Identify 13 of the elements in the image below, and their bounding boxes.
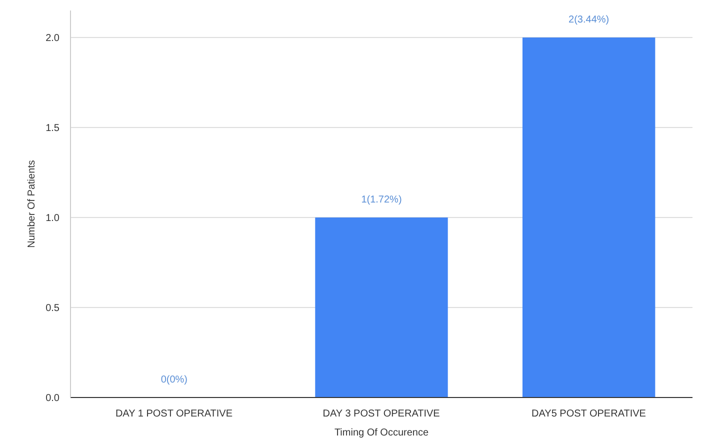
x-tick-label: DAY 3 POST OPERATIVE xyxy=(322,408,440,420)
data-label: 1(1.72%) xyxy=(361,194,402,206)
x-axis-title: Timing Of Occurence xyxy=(334,428,429,438)
x-tick-label: DAY 1 POST OPERATIVE xyxy=(115,408,233,420)
y-tick-label: 1.0 xyxy=(46,213,60,224)
y-tick-label: 2.0 xyxy=(46,33,60,44)
y-tick-label: 0.0 xyxy=(46,393,60,404)
data-label: 0(0%) xyxy=(160,374,188,386)
x-tick-label: DAY5 POST OPERATIVE xyxy=(532,408,646,420)
y-axis-title: Number Of Patients xyxy=(26,160,38,248)
data-label: 2(3.44%) xyxy=(568,14,610,26)
y-tick-label: 1.5 xyxy=(46,123,60,134)
y-tick-label: 0.5 xyxy=(46,303,60,314)
